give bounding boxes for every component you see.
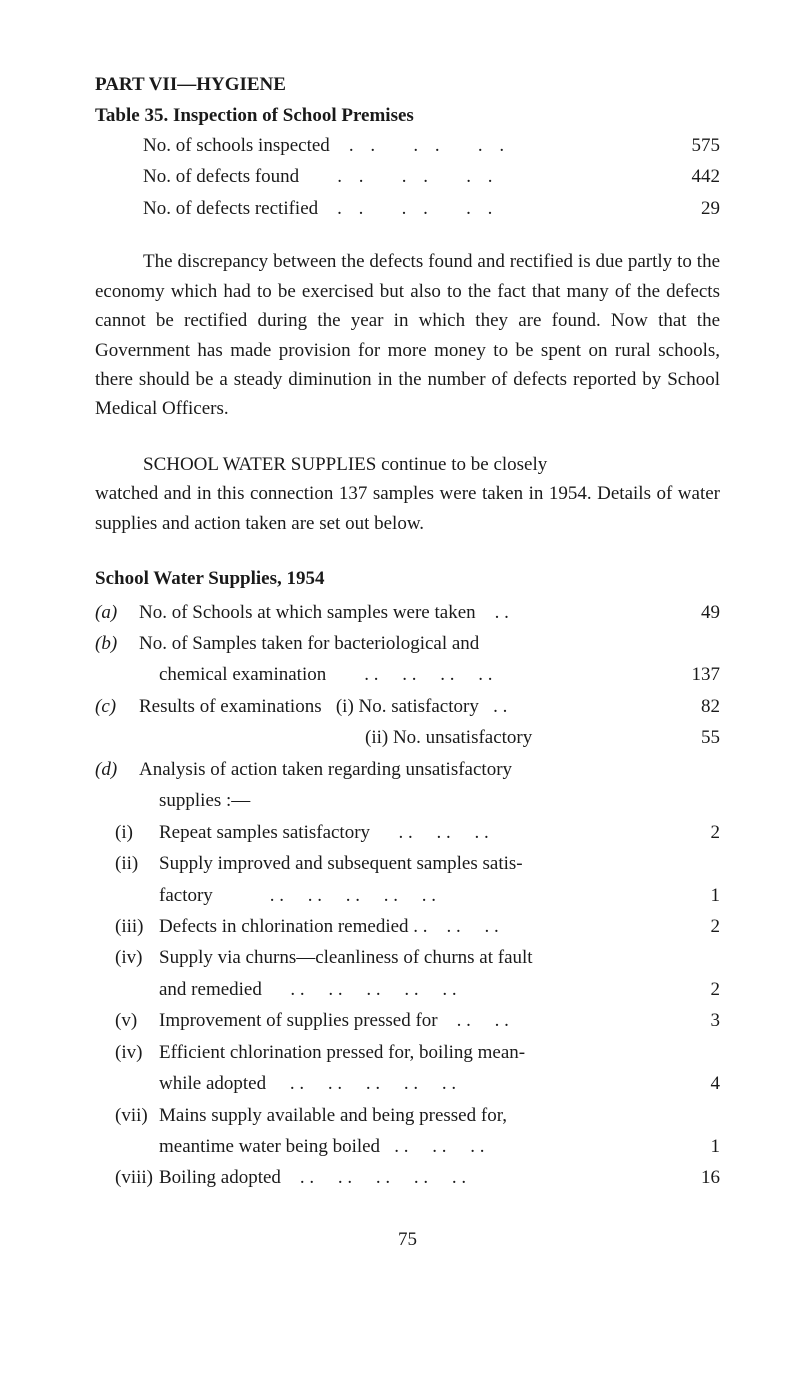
list-marker: (d) bbox=[95, 755, 139, 784]
sub-list-item: (v) Improvement of supplies pressed for … bbox=[95, 1006, 720, 1035]
row-label: No. of defects found . . . . . . bbox=[143, 162, 660, 191]
list-item-d: (d) Analysis of action taken regarding u… bbox=[95, 755, 720, 784]
list-text: No. of Schools at which samples were tak… bbox=[139, 598, 670, 627]
paragraph-school-water-rest: watched and in this connection 137 sampl… bbox=[95, 479, 720, 538]
sub-list-value: 1 bbox=[670, 1132, 720, 1161]
sub-list-text: Boiling adopted . . . . . . . . . . bbox=[159, 1163, 670, 1192]
sub-list-text: Improvement of supplies pressed for . . … bbox=[159, 1006, 670, 1035]
list-value: 49 bbox=[670, 598, 720, 627]
sub-list-text: Efficient chlorination pressed for, boil… bbox=[159, 1038, 670, 1067]
list-item-c-sub2: (ii) No. unsatisfactory 55 bbox=[95, 723, 720, 752]
sub-list-marker: (i) bbox=[115, 818, 159, 847]
sub-list-text-cont: while adopted . . . . . . . . . . bbox=[159, 1069, 670, 1098]
table-heading: Table 35. Inspection of School Premises bbox=[95, 101, 720, 130]
sub-list-text: Mains supply available and being pressed… bbox=[159, 1101, 670, 1130]
list-text-cont: supplies :— bbox=[159, 786, 720, 815]
part-heading: PART VII—HYGIENE bbox=[95, 70, 720, 99]
sub-list-item: (vii) Mains supply available and being p… bbox=[95, 1101, 720, 1130]
row-label: No. of defects rectified . . . . . . bbox=[143, 194, 660, 223]
row-label: No. of schools inspected . . . . . . bbox=[143, 131, 660, 160]
sub-list-text: Defects in chlorination remedied . . . .… bbox=[159, 912, 670, 941]
list-item-a: (a) No. of Schools at which samples were… bbox=[95, 598, 720, 627]
list-text: Analysis of action taken regarding unsat… bbox=[139, 755, 670, 784]
sub-list-item-cont: meantime water being boiled . . . . . . … bbox=[95, 1132, 720, 1161]
list-value: 82 bbox=[670, 692, 720, 721]
table-row: No. of defects found . . . . . . 442 bbox=[95, 162, 720, 191]
table-row: No. of schools inspected . . . . . . 575 bbox=[95, 131, 720, 160]
paragraph-discrepancy: The discrepancy between the defects foun… bbox=[95, 247, 720, 424]
sub-list-item: (iv) Supply via churns—cleanliness of ch… bbox=[95, 943, 720, 972]
row-value: 29 bbox=[660, 194, 720, 223]
sub-list-text-cont: factory . . . . . . . . . . bbox=[159, 881, 670, 910]
sub-list-value: 1 bbox=[670, 881, 720, 910]
sub-list-marker: (iv) bbox=[115, 943, 159, 972]
sub-list-item-cont: and remedied . . . . . . . . . . 2 bbox=[95, 975, 720, 1004]
sub-list-text: Supply improved and subsequent samples s… bbox=[159, 849, 670, 878]
sub-list-value: 3 bbox=[670, 1006, 720, 1035]
sub-list-marker: (ii) bbox=[115, 849, 159, 878]
list-item-d-cont: supplies :— bbox=[95, 786, 720, 815]
sub-list-value: 4 bbox=[670, 1069, 720, 1098]
list-value: 55 bbox=[670, 723, 720, 752]
sub-list-value: 2 bbox=[670, 975, 720, 1004]
sub-list-value: 2 bbox=[670, 912, 720, 941]
sub-list-text-cont: and remedied . . . . . . . . . . bbox=[159, 975, 670, 1004]
sub-list-text-cont: meantime water being boiled . . . . . . bbox=[159, 1132, 670, 1161]
list-value: 137 bbox=[670, 660, 720, 689]
sub-list-marker: (viii) bbox=[115, 1163, 159, 1192]
paragraph-school-water-lead: SCHOOL WATER SUPPLIES continue to be clo… bbox=[95, 450, 720, 479]
list-text-cont: chemical examination . . . . . . . . bbox=[159, 660, 670, 689]
row-value: 442 bbox=[660, 162, 720, 191]
table-row: No. of defects rectified . . . . . . 29 bbox=[95, 194, 720, 223]
sub-list-item-cont: factory . . . . . . . . . . 1 bbox=[95, 881, 720, 910]
list-marker: (c) bbox=[95, 692, 139, 721]
sub-list-text: Supply via churns—cleanliness of churns … bbox=[159, 943, 670, 972]
sub-list-item: (iii) Defects in chlorination remedied .… bbox=[95, 912, 720, 941]
list-text: Results of examinations (i) No. satisfac… bbox=[139, 692, 670, 721]
sub-list-marker: (iv) bbox=[115, 1038, 159, 1067]
sub-list-item: (i) Repeat samples satisfactory . . . . … bbox=[95, 818, 720, 847]
sub-list-item: (viii) Boiling adopted . . . . . . . . .… bbox=[95, 1163, 720, 1192]
row-value: 575 bbox=[660, 131, 720, 160]
sub-list-marker: (v) bbox=[115, 1006, 159, 1035]
list-marker: (b) bbox=[95, 629, 139, 658]
page-number: 75 bbox=[95, 1225, 720, 1254]
sub-list-text: Repeat samples satisfactory . . . . . . bbox=[159, 818, 670, 847]
sub-list-marker: (iii) bbox=[115, 912, 159, 941]
section-heading: School Water Supplies, 1954 bbox=[95, 564, 720, 593]
list-item-b: (b) No. of Samples taken for bacteriolog… bbox=[95, 629, 720, 658]
list-text: (ii) No. unsatisfactory bbox=[315, 723, 670, 752]
sub-list-item: (ii) Supply improved and subsequent samp… bbox=[95, 849, 720, 878]
list-item-c: (c) Results of examinations (i) No. sati… bbox=[95, 692, 720, 721]
list-text: No. of Samples taken for bacteriological… bbox=[139, 629, 670, 658]
sub-list-value: 2 bbox=[670, 818, 720, 847]
sub-list-value: 16 bbox=[670, 1163, 720, 1192]
sub-list-marker: (vii) bbox=[115, 1101, 159, 1130]
sub-list-item: (iv) Efficient chlorination pressed for,… bbox=[95, 1038, 720, 1067]
list-item-b-cont: chemical examination . . . . . . . . 137 bbox=[95, 660, 720, 689]
sub-list-item-cont: while adopted . . . . . . . . . . 4 bbox=[95, 1069, 720, 1098]
list-marker: (a) bbox=[95, 598, 139, 627]
